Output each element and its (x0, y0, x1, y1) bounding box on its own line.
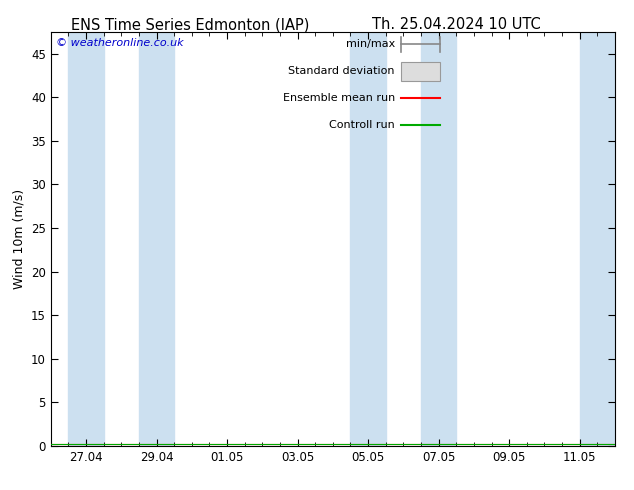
Bar (139, 32, 174, 446)
Text: Th. 25.04.2024 10 UTC: Th. 25.04.2024 10 UTC (372, 17, 541, 32)
Text: © weatheronline.co.uk: © weatheronline.co.uk (56, 38, 184, 48)
Text: Controll run: Controll run (329, 120, 395, 130)
Y-axis label: Wind 10m (m/s): Wind 10m (m/s) (13, 189, 25, 289)
Text: Ensemble mean run: Ensemble mean run (283, 93, 395, 103)
Bar (421, 32, 456, 446)
Bar (579, 32, 615, 446)
Text: ENS Time Series Edmonton (IAP): ENS Time Series Edmonton (IAP) (71, 17, 309, 32)
Bar (351, 32, 385, 446)
Bar (68, 32, 103, 446)
FancyBboxPatch shape (401, 62, 440, 80)
Text: Standard deviation: Standard deviation (288, 66, 395, 76)
Text: min/max: min/max (346, 39, 395, 49)
